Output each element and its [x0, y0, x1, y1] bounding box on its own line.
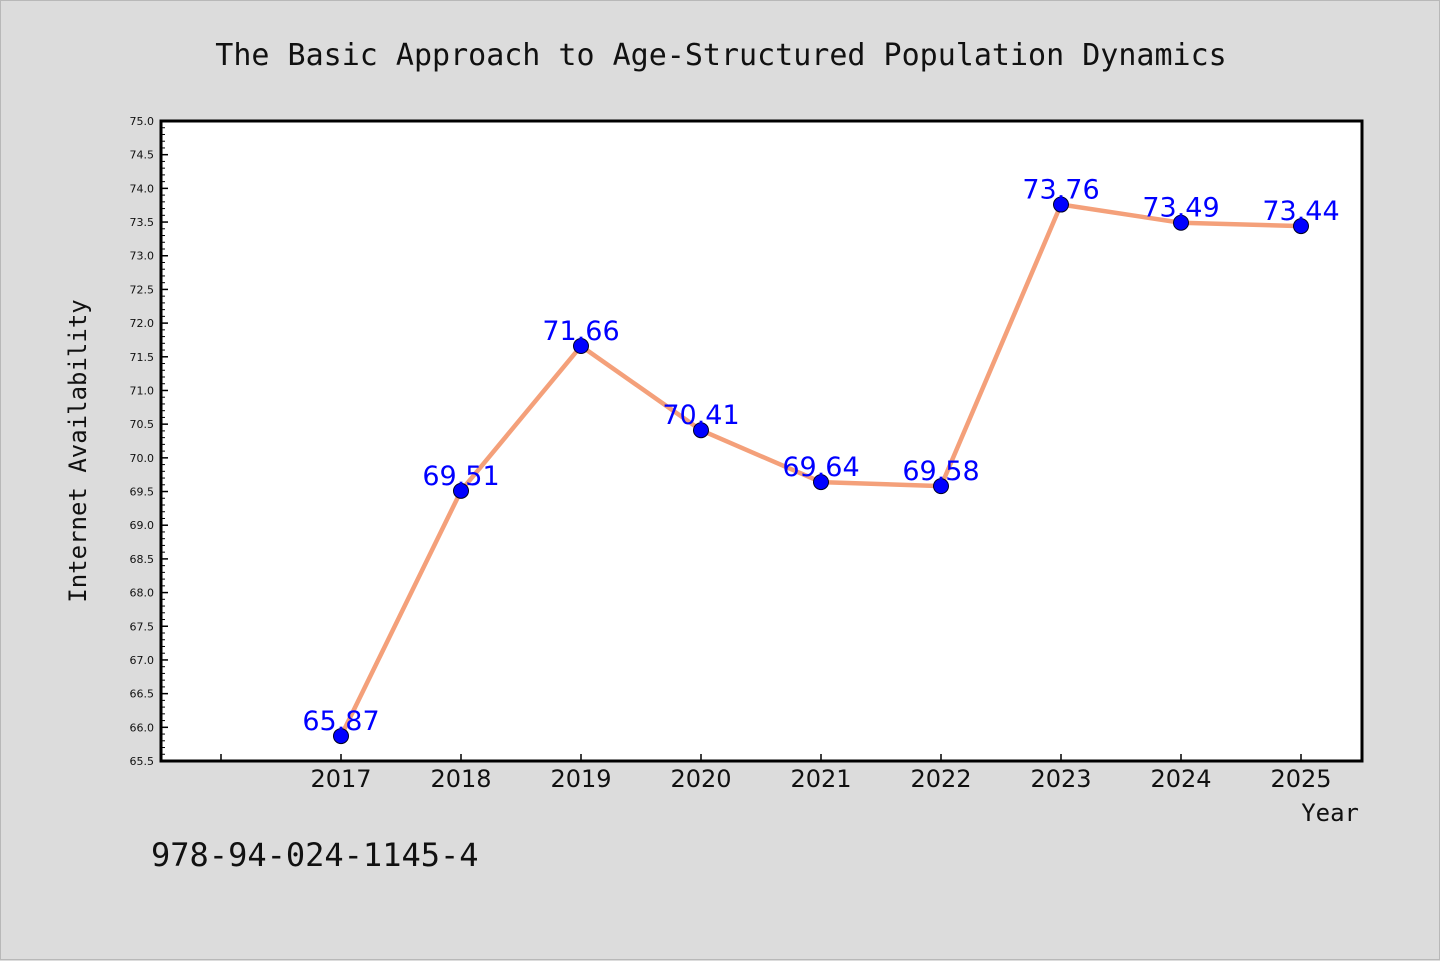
y-tick-label: 74.0 — [130, 182, 155, 195]
x-tick-label: 2024 — [1150, 765, 1211, 793]
data-label: 71.66 — [542, 316, 619, 347]
data-label: 69.64 — [782, 452, 859, 483]
y-tick-label: 67.0 — [130, 654, 155, 667]
y-tick-label: 68.0 — [130, 587, 155, 600]
x-tick-label: 2025 — [1270, 765, 1331, 793]
data-point — [693, 422, 709, 439]
y-tick-label: 73.5 — [130, 216, 155, 229]
data-point — [573, 338, 589, 355]
y-axis: 65.5 66.0 66.5 67.0 67.5 68.0 68.5 69.0 69.5 70.0… — [130, 115, 168, 768]
x-tick-label: 2020 — [670, 765, 731, 793]
data-point — [933, 478, 949, 495]
y-tick-label: 70.5 — [130, 418, 155, 431]
y-tick-label: 67.5 — [130, 620, 155, 633]
plot-area — [159, 119, 1364, 763]
y-tick-label: 75.0 — [130, 115, 155, 128]
y-tick-label: 72.5 — [130, 283, 155, 296]
data-label: 73.76 — [1022, 175, 1099, 206]
y-tick-label: 66.0 — [130, 721, 155, 734]
data-label: 70.41 — [662, 400, 739, 431]
y-axis-label: Internet Availability — [64, 299, 92, 602]
data-label: 69.51 — [422, 461, 499, 492]
data-point — [1053, 196, 1069, 213]
x-tick-label: 2019 — [550, 765, 611, 793]
y-tick-label: 74.5 — [130, 149, 155, 162]
data-point — [453, 482, 469, 499]
x-axis-label: Year — [1301, 799, 1359, 827]
data-label: 65.87 — [302, 706, 379, 737]
y-tick-label: 73.0 — [130, 250, 155, 263]
y-tick-label: 70.0 — [130, 452, 155, 465]
x-tick-label: 2017 — [310, 765, 371, 793]
y-tick-label: 71.5 — [130, 351, 155, 364]
x-tick-label: 2018 — [430, 765, 491, 793]
y-tick-label: 69.0 — [130, 519, 155, 532]
data-point — [1173, 214, 1189, 231]
data-point — [333, 728, 349, 745]
y-tick-label: 69.5 — [130, 486, 155, 499]
data-point — [813, 474, 829, 491]
y-tick-label: 66.5 — [130, 688, 155, 701]
isbn-text: 978-94-024-1145-4 — [151, 836, 479, 874]
data-label: 73.49 — [1142, 193, 1219, 224]
series-internet-availability: 65.87 69.51 71.66 70.41 69.64 69.58 73.76 73.49… — [302, 175, 1340, 745]
x-tick-label: 2021 — [790, 765, 851, 793]
x-tick-label: 2022 — [910, 765, 971, 793]
data-label: 73.44 — [1262, 196, 1339, 227]
y-tick-label: 65.5 — [130, 755, 155, 768]
y-tick-label: 72.0 — [130, 317, 155, 330]
y-tick-label: 68.5 — [130, 553, 155, 566]
data-label: 69.58 — [902, 456, 979, 487]
x-axis: 2017 2018 2019 2020 2021 2022 2023 2024 2025 — [220, 754, 1332, 793]
chart-title: The Basic Approach to Age-Structured Pop… — [215, 38, 1226, 73]
x-tick-label: 2023 — [1030, 765, 1091, 793]
data-point — [1293, 218, 1309, 235]
y-tick-label: 71.0 — [130, 384, 155, 397]
